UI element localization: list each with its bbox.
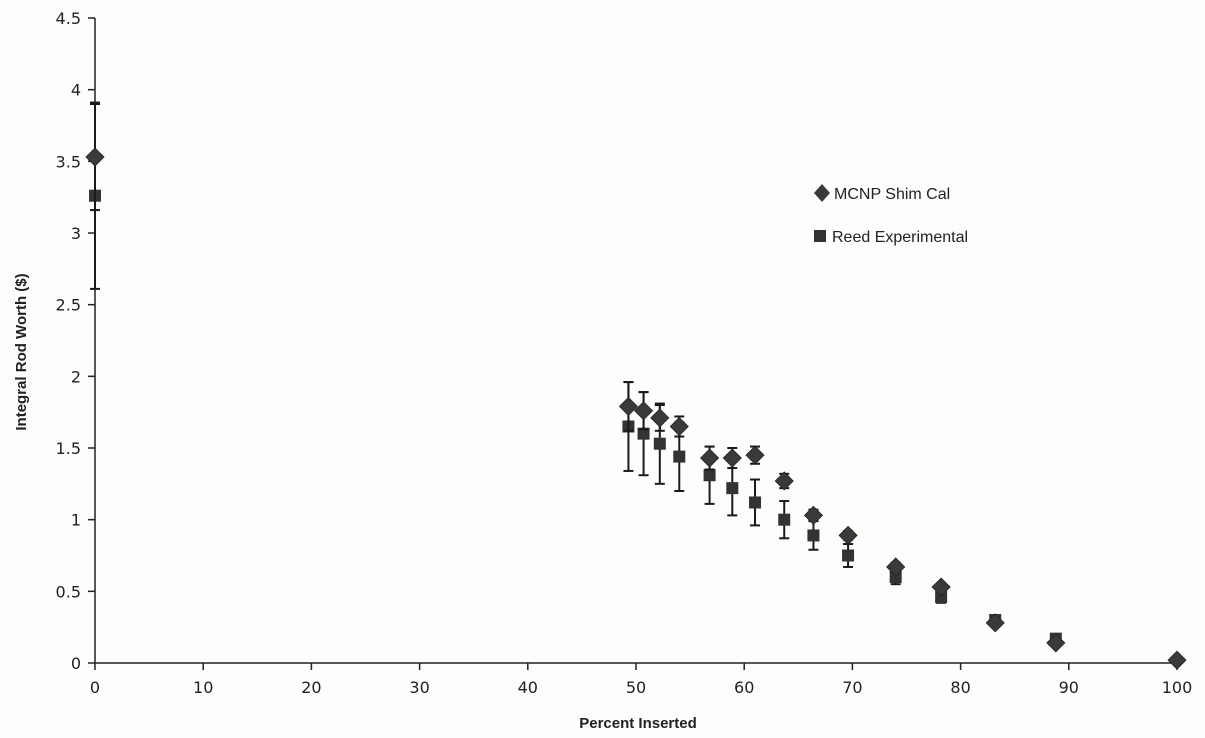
x-tick-label: 10 bbox=[193, 678, 213, 697]
x-tick-label: 90 bbox=[1059, 678, 1079, 697]
data-point-diamond bbox=[650, 408, 670, 428]
data-point-diamond bbox=[722, 448, 742, 468]
y-ticks: 0 0.5 1 1.5 2 2.5 3 3.5 4 4.5 bbox=[56, 9, 95, 673]
legend-label-mcnp: MCNP Shim Cal bbox=[834, 186, 950, 203]
data-point-square bbox=[778, 513, 791, 526]
data-point-diamond bbox=[803, 505, 824, 525]
data-point-diamond bbox=[85, 147, 105, 167]
y-tick-label: 1 bbox=[71, 511, 81, 530]
series-reed-experimental bbox=[89, 101, 1062, 645]
data-point-square bbox=[726, 482, 739, 495]
data-point-square bbox=[889, 571, 902, 583]
legend-item-mcnp: MCNP Shim Cal bbox=[814, 184, 950, 203]
legend-label-reed: Reed Experimental bbox=[832, 229, 968, 246]
x-tick-label: 60 bbox=[734, 678, 754, 697]
data-point-square bbox=[673, 450, 686, 463]
y-tick-label: 1.5 bbox=[56, 439, 81, 458]
x-tick-label: 70 bbox=[842, 678, 862, 697]
data-point-diamond bbox=[886, 557, 906, 577]
data-point-square bbox=[637, 427, 650, 440]
data-point-diamond bbox=[985, 613, 1005, 633]
y-tick-label: 0.5 bbox=[56, 582, 81, 601]
x-tick-label: 30 bbox=[409, 678, 429, 697]
legend-marker-square bbox=[814, 230, 826, 242]
y-axis-title: Integral Rod Worth ($) bbox=[13, 273, 30, 430]
y-tick-label: 3.5 bbox=[56, 152, 81, 171]
x-tick-label: 40 bbox=[518, 678, 538, 697]
y-tick-label: 2 bbox=[71, 367, 81, 386]
y-tick-label: 3 bbox=[71, 224, 81, 243]
y-tick-label: 4.5 bbox=[56, 9, 81, 28]
data-point-diamond bbox=[700, 448, 720, 468]
x-axis-title: Percent Inserted bbox=[579, 715, 697, 732]
x-tick-label: 20 bbox=[301, 678, 321, 697]
data-point-diamond bbox=[745, 445, 765, 465]
legend: MCNP Shim Cal Reed Experimental bbox=[814, 184, 968, 246]
data-point-square bbox=[935, 591, 948, 604]
data-point-diamond bbox=[774, 471, 794, 491]
y-tick-label: 0 bbox=[71, 654, 81, 673]
x-tick-label: 80 bbox=[950, 678, 970, 697]
data-point-square bbox=[749, 496, 762, 509]
plot-area bbox=[85, 101, 1187, 670]
legend-item-reed: Reed Experimental bbox=[814, 229, 968, 246]
data-point-square bbox=[703, 469, 716, 482]
data-point-diamond bbox=[618, 396, 638, 416]
axes: 0 0.5 1 1.5 2 2.5 3 3.5 4 4.5 0 10 20 30 40 50 60 70 80 90… bbox=[56, 9, 1193, 697]
x-tick-label: 50 bbox=[626, 678, 646, 697]
data-point-diamond bbox=[669, 416, 689, 437]
data-point-diamond bbox=[931, 577, 951, 597]
x-tick-label: 0 bbox=[90, 678, 100, 697]
data-point-diamond bbox=[1046, 633, 1066, 653]
y-tick-label: 2.5 bbox=[56, 296, 81, 315]
series-mcnp-shim-cal bbox=[85, 103, 1187, 670]
data-point-square bbox=[807, 529, 820, 542]
data-point-diamond bbox=[1167, 650, 1187, 670]
y-tick-label: 4 bbox=[71, 81, 81, 100]
legend-marker-diamond bbox=[814, 184, 830, 202]
x-ticks: 0 10 20 30 40 50 60 70 80 90 100 bbox=[90, 663, 1192, 697]
data-point-square bbox=[842, 549, 855, 562]
data-point-diamond bbox=[838, 525, 858, 545]
data-point-square bbox=[653, 437, 666, 450]
x-tick-label: 100 bbox=[1162, 678, 1193, 697]
data-point-diamond bbox=[634, 401, 654, 421]
